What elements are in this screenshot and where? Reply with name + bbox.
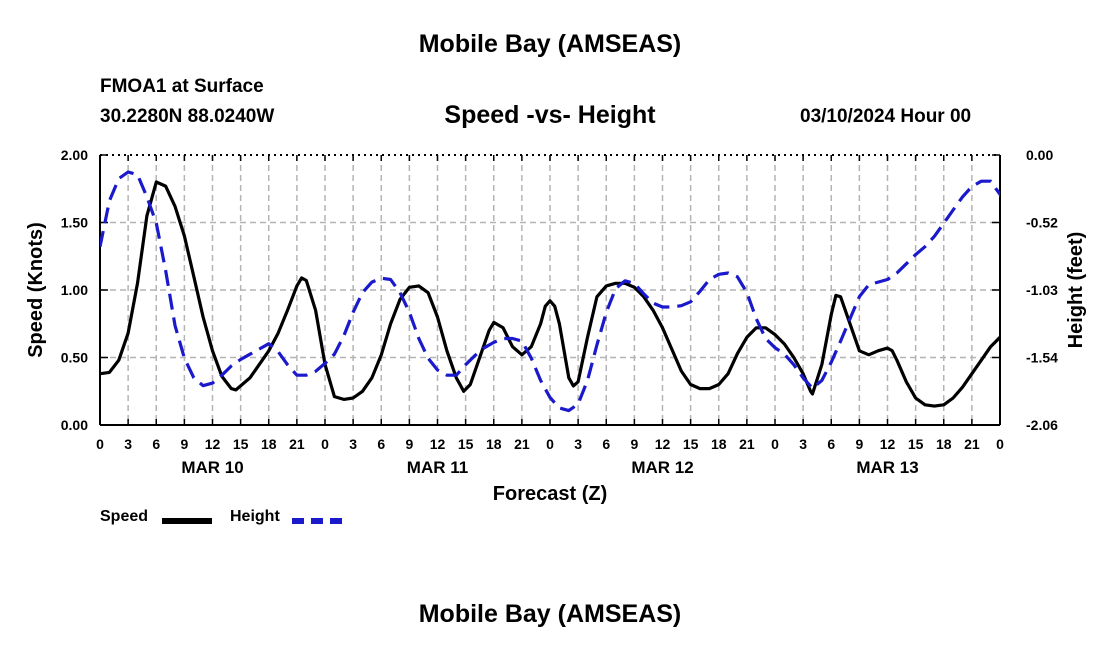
x-day-label: MAR 11 xyxy=(407,458,468,477)
station-label: FMOA1 at Surface xyxy=(100,76,264,97)
x-tick-label: 18 xyxy=(261,436,277,452)
x-axis-title: Forecast (Z) xyxy=(493,483,607,505)
x-day-label: MAR 13 xyxy=(856,458,918,477)
y-left-tick-label: 1.00 xyxy=(61,282,88,298)
footer-title: Mobile Bay (AMSEAS) xyxy=(418,600,682,628)
x-tick-label: 15 xyxy=(233,436,249,452)
y-right-tick-label: -1.54 xyxy=(1026,350,1058,366)
legend-height-label: Height xyxy=(230,508,280,525)
legend-speed-swatch xyxy=(162,518,212,524)
x-tick-label: 6 xyxy=(377,436,385,452)
x-tick-label: 9 xyxy=(630,436,638,452)
x-tick-label: 18 xyxy=(486,436,502,452)
x-tick-label: 21 xyxy=(289,436,305,452)
y-left-tick-label: 2.00 xyxy=(61,147,88,163)
x-tick-label: 0 xyxy=(546,436,554,452)
x-tick-label: 9 xyxy=(855,436,863,452)
x-tick-label: 6 xyxy=(152,436,160,452)
y-right-tick-label: -2.06 xyxy=(1026,417,1058,433)
x-tick-label: 0 xyxy=(321,436,329,452)
series-speed-line xyxy=(100,180,1000,408)
datetime-label: 03/10/2024 Hour 00 xyxy=(800,106,972,127)
x-tick-label: 6 xyxy=(602,436,610,452)
x-tick-label: 9 xyxy=(405,436,413,452)
y-right-tick-label: 0.00 xyxy=(1026,147,1053,163)
y-right-axis-title: Height (feet) xyxy=(1065,232,1087,349)
x-tick-label: 15 xyxy=(458,436,474,452)
y-left-axis-title: Speed (Knots) xyxy=(25,222,47,358)
x-day-label: MAR 12 xyxy=(631,458,693,477)
legend-height-swatch xyxy=(292,518,342,524)
x-tick-label: 18 xyxy=(711,436,727,452)
x-tick-label: 12 xyxy=(880,436,896,452)
x-tick-label: 21 xyxy=(514,436,530,452)
x-tick-label: 6 xyxy=(827,436,835,452)
x-tick-label: 0 xyxy=(996,436,1004,452)
y-left-tick-label: 0.50 xyxy=(61,350,88,366)
x-tick-label: 3 xyxy=(799,436,807,452)
x-tick-label: 0 xyxy=(771,436,779,452)
y-left-tick-label: 1.50 xyxy=(61,215,88,231)
x-tick-label: 0 xyxy=(96,436,104,452)
x-tick-label: 15 xyxy=(683,436,699,452)
x-tick-label: 12 xyxy=(655,436,671,452)
legend-speed-label: Speed xyxy=(100,508,149,525)
x-tick-label: 9 xyxy=(180,436,188,452)
series-height-line xyxy=(100,170,1000,413)
coordinates-label: 30.2280N 88.0240W xyxy=(100,106,275,127)
y-right-tick-label: -0.52 xyxy=(1026,215,1058,231)
x-day-label: MAR 10 xyxy=(181,458,243,477)
x-tick-label: 3 xyxy=(574,436,582,452)
y-left-tick-label: 0.00 xyxy=(61,417,88,433)
x-tick-label: 21 xyxy=(964,436,980,452)
x-tick-label: 21 xyxy=(739,436,755,452)
x-tick-label: 12 xyxy=(430,436,446,452)
x-tick-label: 15 xyxy=(908,436,924,452)
chart-subtitle: Speed -vs- Height xyxy=(444,101,656,129)
x-tick-label: 18 xyxy=(936,436,952,452)
x-tick-label: 12 xyxy=(205,436,221,452)
chart-title: Mobile Bay (AMSEAS) xyxy=(418,30,682,58)
x-tick-label: 3 xyxy=(349,436,357,452)
x-tick-label: 3 xyxy=(124,436,132,452)
y-right-tick-label: -1.03 xyxy=(1026,282,1058,298)
